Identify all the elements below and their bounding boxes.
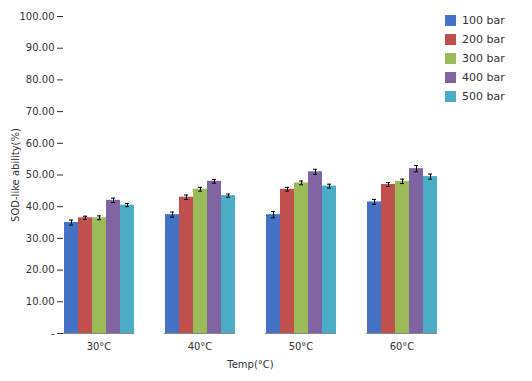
svg-text:50°C: 50°C [289,341,314,352]
svg-text:30.00: 30.00 [26,233,55,244]
svg-text:40°C: 40°C [188,341,213,352]
html-text:300 bar: 300 bar [462,52,505,65]
svg-text:10.00: 10.00 [26,296,55,307]
svg-text:-: - [51,328,55,339]
svg-text:70.00: 70.00 [26,106,55,117]
svg-text:90.00: 90.00 [26,42,55,53]
svg-text:30°C: 30°C [87,341,112,352]
svg-text:80.00: 80.00 [26,74,55,85]
svg-text:40.00: 40.00 [26,201,55,212]
html-text:400 bar: 400 bar [462,71,505,84]
svg-text:100.00: 100.00 [20,11,55,22]
svg-text:Temp(°C): Temp(°C) [226,359,274,370]
svg-text:50.00: 50.00 [26,169,55,180]
svg-text:60.00: 60.00 [26,138,55,149]
svg-text:60°C: 60°C [390,341,415,352]
svg-text:SOD-like ability(%): SOD-like ability(%) [10,128,21,222]
html-text:200 bar: 200 bar [462,33,505,46]
html-text:500 bar: 500 bar [462,90,505,103]
svg-text:20.00: 20.00 [26,264,55,275]
html-text:100 bar: 100 bar [462,14,505,27]
